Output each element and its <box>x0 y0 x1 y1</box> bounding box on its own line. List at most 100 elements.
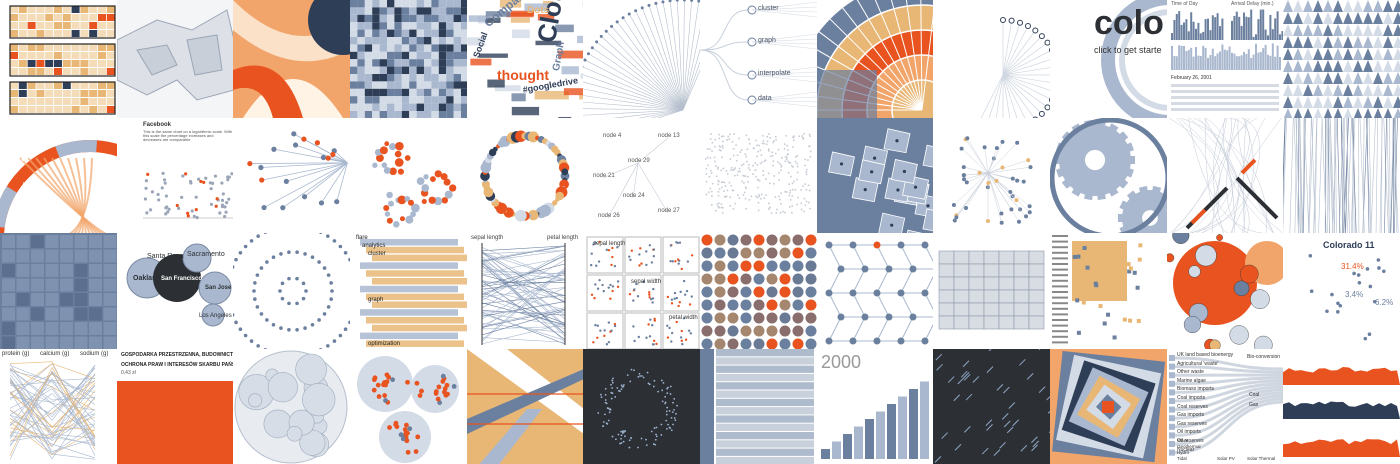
tile-radial-tree[interactable] <box>583 0 700 118</box>
arrow <box>957 377 965 385</box>
tile-icicle[interactable] <box>700 349 817 464</box>
tile-voronoi[interactable] <box>817 118 933 233</box>
tile-parallel-coordinates[interactable]: sepal length petal length <box>467 233 583 349</box>
tile-node-graph[interactable]: node 4 node 13 node 29 node 21 node 24 node 2… <box>583 118 700 233</box>
map-dot <box>755 195 757 198</box>
sankey-node <box>1169 406 1175 413</box>
tile-dark-particles[interactable] <box>583 349 700 464</box>
tile-calendar-heatmap[interactable] <box>0 0 117 118</box>
tile-grey-map[interactable] <box>117 0 233 118</box>
tile-crossfilter[interactable]: Time of Day Arrival Delay (min.) February … <box>1167 0 1283 118</box>
matrix-cell <box>89 235 102 248</box>
arrow <box>1046 395 1050 401</box>
triangle <box>1293 60 1303 72</box>
calendar-day <box>98 106 106 113</box>
tile-tree-diagram[interactable]: cluster graph interpolate data <box>700 0 817 118</box>
network-node <box>964 205 969 210</box>
triangle <box>1293 108 1303 118</box>
ring-dot <box>239 297 244 301</box>
tile-nested-squares[interactable] <box>1050 349 1167 464</box>
pack-dot <box>403 430 409 436</box>
tile-label: 6.2% <box>1375 298 1394 307</box>
tile-triangle-pattern[interactable] <box>1283 0 1400 118</box>
tile-radial-cluster[interactable] <box>933 0 1050 118</box>
tile-bubble-clusters[interactable] <box>350 118 467 233</box>
scatter-point <box>648 296 651 299</box>
tile-adjacency-matrix[interactable] <box>1050 233 1167 349</box>
tile-pie-labels[interactable]: Colorado 11 31.4% 3.4% 6.2% <box>1283 233 1400 349</box>
tile-color-wheel-intro[interactable]: colo click to get starte <box>1050 0 1167 118</box>
tile-indented-tree[interactable]: flare analytics cluster graph optimization <box>350 233 467 349</box>
map-dot <box>735 144 737 147</box>
tile-grid-matrix[interactable] <box>0 233 117 349</box>
scatter-point <box>177 206 181 210</box>
tile-bubble-map[interactable]: Santa Rosa Sacramento Oakland San Francisco… <box>117 233 233 349</box>
calendar-day <box>45 90 54 97</box>
tile-word-cloud[interactable]: CloudComparedthoughtSocialDots#googledri… <box>467 0 583 118</box>
matrix-cell <box>103 336 117 349</box>
map-dot <box>760 197 762 200</box>
triangle <box>1363 0 1373 12</box>
tile-scatter-matrix[interactable]: sepal length sepal width petal width <box>583 233 700 349</box>
map-dot <box>720 135 723 138</box>
scatter-point <box>595 264 598 267</box>
tile-circle-packing[interactable] <box>233 349 350 464</box>
tile-population-bars[interactable]: 2000 <box>817 349 933 464</box>
particle <box>673 397 676 400</box>
ring-dot <box>291 315 295 319</box>
scatter-point <box>609 297 612 300</box>
ring-dot <box>283 264 287 269</box>
tile-choropleth-map[interactable] <box>350 0 467 118</box>
county <box>438 111 447 118</box>
tile-gears[interactable] <box>1050 118 1167 233</box>
matrix-cell <box>1112 335 1117 340</box>
map-dot <box>732 147 735 150</box>
tile-polish-budget[interactable]: GOSPODARKA PRZESTRZENNA, BUDOWNICTWO OCHR… <box>117 349 233 464</box>
tile-circle-ring[interactable] <box>467 118 583 233</box>
tile-concentric-dots[interactable] <box>233 233 350 349</box>
tile-bubble-chart-orange[interactable] <box>1167 233 1283 349</box>
scatter-point <box>594 241 597 244</box>
parallel-line <box>9 372 96 438</box>
tile-force-graph[interactable] <box>233 118 350 233</box>
pie-labels-graphic <box>1308 253 1386 341</box>
tile-network[interactable] <box>933 118 1050 233</box>
county <box>461 0 467 8</box>
map-dot <box>724 196 726 198</box>
pack-dot <box>414 380 420 386</box>
ring-dot <box>253 281 257 285</box>
county <box>372 51 380 60</box>
tile-hex-network[interactable] <box>817 233 933 349</box>
scatter-point <box>590 263 593 267</box>
particle <box>660 434 663 436</box>
tile-pen-drawing[interactable] <box>1167 118 1283 233</box>
tile-chord-diagram-countries[interactable]: Spain Germany <box>0 118 117 233</box>
tile-us-states-map[interactable] <box>933 233 1050 349</box>
tile-vertical-lines[interactable] <box>1283 118 1400 233</box>
ring-dot <box>349 341 350 345</box>
cell-circle <box>753 286 765 298</box>
tile-dark-arrows[interactable] <box>933 349 1050 464</box>
particle <box>611 387 614 389</box>
tile-sankey-bands[interactable] <box>467 349 583 464</box>
tile-chord-diagram-orange[interactable] <box>233 0 350 118</box>
tile-energy-sankey[interactable]: UK land based bioenergy Agricultural 'was… <box>1167 349 1283 464</box>
arrow <box>935 353 943 361</box>
map-dot <box>803 133 805 135</box>
calendar-day <box>36 14 45 21</box>
tile-stacked-waves[interactable] <box>1283 349 1400 464</box>
tile-dot-map[interactable] <box>700 118 817 233</box>
tree-link <box>622 17 684 111</box>
tile-sunburst[interactable] <box>817 0 933 118</box>
map-dot <box>727 135 730 138</box>
calendar-day <box>18 82 27 89</box>
scatter-point <box>684 338 688 341</box>
tile-packed-orange[interactable] <box>350 349 467 464</box>
histogram-bar <box>1255 34 1257 40</box>
tile-log-scatter[interactable]: Facebook This is the same chart on a loga… <box>117 118 233 233</box>
tile-circle-grid[interactable] <box>700 233 817 349</box>
tile-label: sepal length <box>593 241 626 247</box>
tile-parallel-axes[interactable]: protein (g) calcium (g) sodium (g) <box>0 349 117 464</box>
force-node <box>261 204 267 211</box>
county <box>394 88 402 97</box>
